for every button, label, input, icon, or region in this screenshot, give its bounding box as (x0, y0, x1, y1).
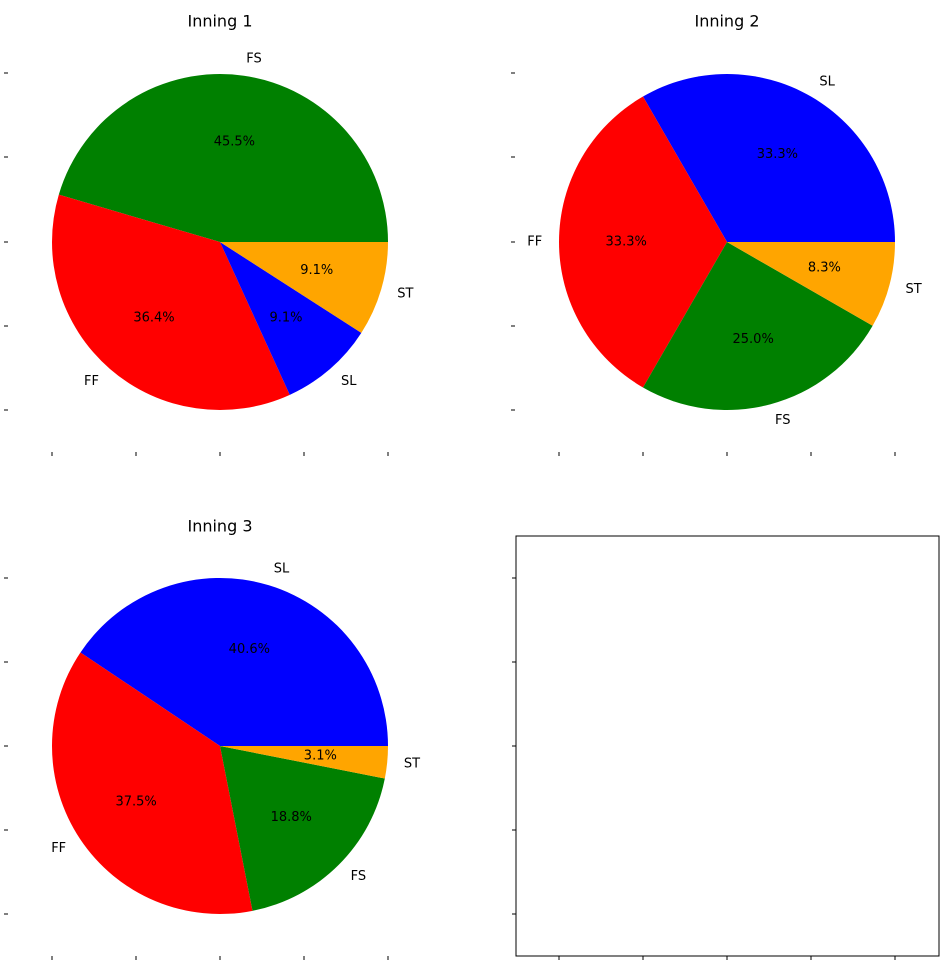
pie-slice-st (220, 242, 388, 333)
pie-panel-2: Inning 2 SL 33.3% FF 33.3% FS 25.0% ST 8.3% (511, 12, 922, 456)
slice-label-st: ST (906, 282, 922, 297)
chart-title: Inning 1 (187, 12, 252, 31)
slice-pct-st: 3.1% (304, 748, 337, 763)
slice-label-sl: SL (274, 562, 290, 577)
slice-pct-ff: 33.3% (606, 235, 647, 250)
slice-pct-fs: 25.0% (733, 332, 774, 347)
slice-label-sl: SL (341, 374, 357, 389)
pie-slice-ff (51, 652, 253, 914)
slice-pct-ff: 36.4% (133, 311, 174, 326)
pie-slice-st (727, 242, 895, 326)
slice-label-st: ST (397, 287, 413, 302)
pie-panel-4 (512, 535, 940, 960)
empty-axes-frame (515, 535, 940, 957)
slice-label-fs: FS (775, 413, 791, 428)
pie-slice-sl (80, 577, 389, 746)
chart-title: Inning 2 (694, 12, 759, 31)
pie-panel-1: Inning 1 FS 45.5% FF 36.4% SL 9.1% ST 9.1% (4, 12, 414, 456)
slice-label-ff: FF (84, 374, 99, 389)
pie-slice-fs (643, 242, 873, 410)
pie-slice-fs (220, 746, 385, 911)
pie-slice-fs (58, 74, 389, 243)
pie-slice-ff (559, 96, 727, 388)
pie-slice-sl (220, 242, 362, 395)
slice-label-ff: FF (527, 235, 542, 250)
slice-pct-fs: 45.5% (214, 135, 255, 150)
slice-pct-st: 9.1% (300, 263, 333, 278)
slice-pct-fs: 18.8% (271, 810, 312, 825)
slice-pct-ff: 37.5% (115, 794, 156, 809)
slice-label-fs: FS (246, 52, 262, 67)
pie-slice-sl (643, 74, 895, 242)
pie-panel-3: Inning 3 SL 40.6% FF 37.5% FS 18.8% ST 3.1% (4, 517, 420, 960)
chart-title: Inning 3 (187, 517, 252, 536)
slice-label-sl: SL (819, 74, 835, 89)
slice-pct-sl: 33.3% (757, 147, 798, 162)
slice-label-st: ST (404, 756, 420, 771)
slice-label-fs: FS (351, 869, 367, 884)
slice-pct-sl: 40.6% (229, 642, 270, 657)
pie-slice-ff (52, 194, 290, 410)
pie-slice-st (220, 746, 388, 779)
slice-label-ff: FF (51, 841, 66, 856)
slice-pct-st: 8.3% (808, 261, 841, 276)
slice-pct-sl: 9.1% (269, 311, 302, 326)
